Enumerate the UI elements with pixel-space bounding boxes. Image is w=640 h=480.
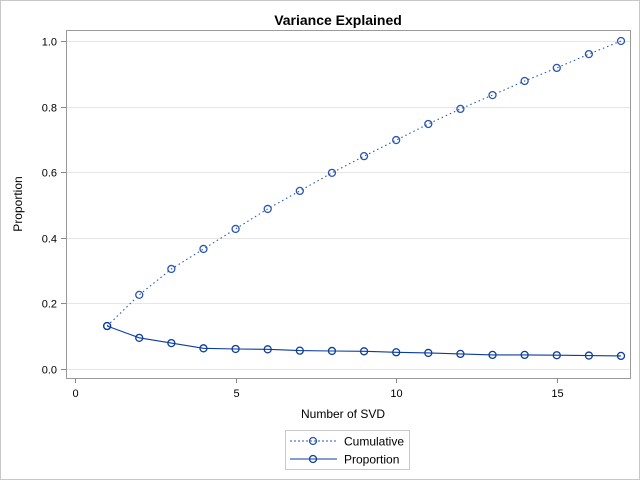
proportion-point [552, 351, 561, 360]
y-tick-label: 0.0 [42, 365, 57, 377]
cumulative-point [456, 104, 465, 114]
plot-frame [66, 30, 631, 379]
cumulative-point [584, 49, 594, 59]
y-axis-label: Proportion [11, 176, 25, 231]
cumulative-point [520, 76, 529, 86]
proportion-point [231, 344, 240, 354]
proportion-point [167, 338, 176, 348]
proportion-point [327, 346, 337, 356]
cumulative-point [552, 63, 561, 73]
proportion-point [102, 321, 112, 331]
y-tick-label: 0.6 [42, 168, 57, 180]
legend: Cumulative Proportion [285, 430, 410, 470]
cumulative-point [263, 204, 272, 214]
y-tick-label: 1.0 [42, 37, 57, 49]
y-tick-label: 0.8 [42, 103, 57, 115]
proportion-point [584, 351, 594, 360]
proportion-point [295, 346, 304, 355]
legend-proportion-label: Proportion [344, 453, 399, 467]
cumulative-point [424, 119, 433, 129]
x-axis-label: Number of SVD [301, 407, 385, 421]
proportion-point [616, 351, 626, 361]
cumulative-point [295, 186, 304, 196]
x-tick-label: 10 [390, 388, 402, 400]
legend-proportion-marker [308, 454, 318, 464]
chart-title: Variance Explained [274, 12, 402, 28]
proportion-point [488, 350, 497, 360]
cumulative-point [488, 90, 497, 100]
proportion-point [424, 348, 433, 358]
x-tick-label: 0 [72, 388, 78, 400]
proportion-point [135, 333, 144, 342]
legend-cumulative-marker [308, 436, 318, 446]
cumulative-point [327, 168, 337, 178]
y-tick-label: 0.4 [42, 234, 57, 246]
cumulative-point [231, 224, 240, 234]
cumulative-point [392, 135, 401, 145]
cumulative-point [359, 151, 369, 161]
proportion-line [106, 325, 622, 357]
proportion-point [392, 348, 401, 357]
legend-box [285, 430, 410, 470]
cumulative-point [167, 264, 176, 274]
proportion-point [359, 347, 369, 356]
proportion-point [456, 349, 465, 359]
y-tick-label: 0.2 [42, 299, 57, 311]
cumulative-point [135, 290, 144, 300]
x-tick-label: 5 [233, 388, 239, 400]
cumulative-point [199, 244, 208, 254]
proportion-point [199, 344, 208, 353]
cumulative-point [616, 36, 626, 46]
legend-cumulative-label: Cumulative [344, 435, 404, 449]
x-tick-label: 15 [551, 388, 563, 400]
proportion-point [520, 350, 529, 360]
proportion-point [263, 345, 272, 354]
